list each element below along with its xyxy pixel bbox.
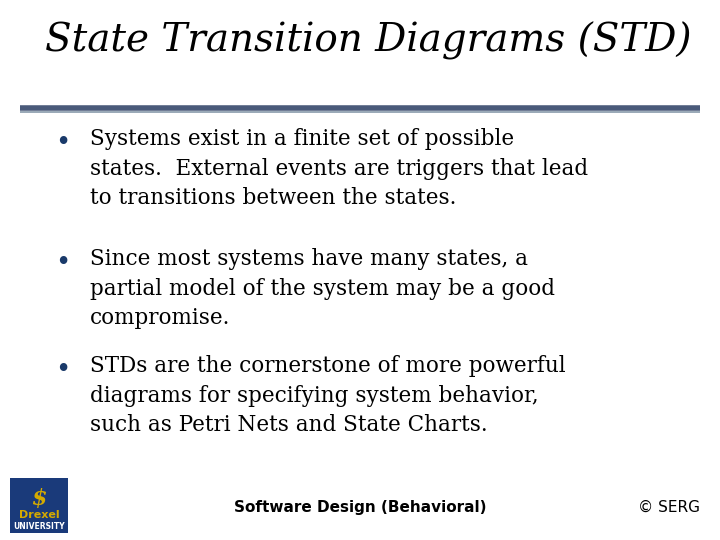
Text: Since most systems have many states, a
partial model of the system may be a good: Since most systems have many states, a p… [90, 248, 555, 329]
Text: © SERG: © SERG [638, 500, 700, 515]
Text: •: • [55, 130, 71, 155]
Text: $: $ [31, 488, 47, 510]
Text: STDs are the cornerstone of more powerful
diagrams for specifying system behavio: STDs are the cornerstone of more powerfu… [90, 355, 566, 436]
Text: UNIVERSITY: UNIVERSITY [13, 522, 65, 531]
Text: Software Design (Behavioral): Software Design (Behavioral) [234, 500, 486, 515]
Text: Drexel: Drexel [19, 510, 59, 520]
Text: State Transition Diagrams (STD): State Transition Diagrams (STD) [45, 22, 691, 60]
Text: •: • [55, 357, 71, 382]
Text: Systems exist in a finite set of possible
states.  External events are triggers : Systems exist in a finite set of possibl… [90, 128, 588, 210]
Bar [10, 478, 68, 533]
Text: •: • [55, 250, 71, 275]
